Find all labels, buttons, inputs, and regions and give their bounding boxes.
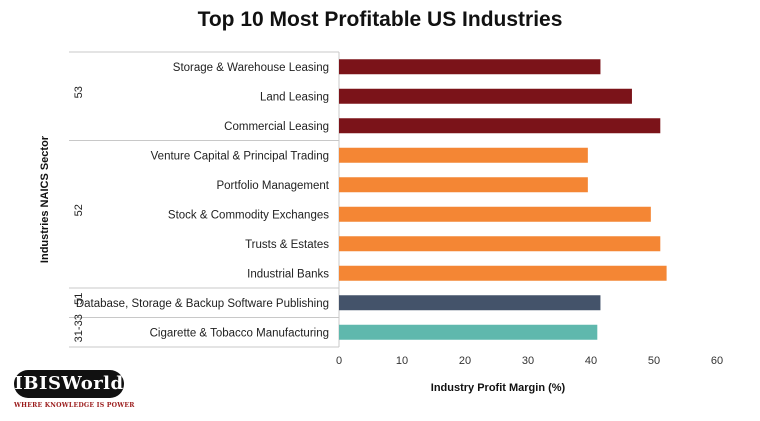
logo-wordmark: IBISWorld [14, 370, 124, 398]
group-label: 53 [73, 86, 85, 98]
y-axis-title: Industries NAICS Sector [39, 135, 51, 263]
category-label: Cigarette & Tobacco Manufacturing [150, 327, 329, 339]
bar [339, 59, 601, 75]
chart-title: Top 10 Most Profitable US Industries [197, 8, 563, 31]
bars [339, 59, 667, 340]
category-label: Trusts & Estates [245, 239, 329, 251]
category-labels: Storage & Warehouse Leasing Land Leasing C… [76, 62, 330, 340]
x-tick-label: 60 [711, 355, 723, 367]
category-label: Portfolio Management [216, 180, 329, 192]
bar [339, 236, 661, 252]
group-label: 51 [73, 293, 85, 305]
bar [339, 177, 588, 193]
x-tick-label: 40 [585, 355, 597, 367]
logo-tagline: WHERE KNOWLEDGE IS POWER [14, 402, 135, 409]
bar [339, 147, 588, 163]
bar [339, 118, 661, 134]
category-label: Stock & Commodity Exchanges [168, 209, 329, 221]
group-label: 31-33 [73, 314, 85, 342]
bar [339, 324, 598, 340]
x-tick-label: 0 [336, 355, 342, 367]
group-labels: 53 52 51 31-33 [69, 86, 339, 342]
bar [339, 295, 601, 311]
category-label: Storage & Warehouse Leasing [173, 62, 329, 74]
category-label: Commercial Leasing [224, 121, 329, 133]
bar [339, 88, 632, 104]
x-tick-label: 50 [648, 355, 660, 367]
x-axis-ticks: 0 10 20 30 40 50 60 [336, 355, 723, 367]
x-tick-label: 30 [522, 355, 534, 367]
x-tick-label: 10 [396, 355, 408, 367]
category-label: Database, Storage & Backup Software Publ… [76, 298, 329, 310]
category-label: Land Leasing [260, 91, 329, 103]
x-axis-title: Industry Profit Margin (%) [431, 382, 566, 394]
x-tick-label: 20 [459, 355, 471, 367]
category-label: Industrial Banks [247, 268, 329, 280]
bar [339, 265, 667, 281]
category-label: Venture Capital & Principal Trading [151, 150, 329, 162]
bar [339, 206, 651, 222]
group-label: 52 [73, 204, 85, 216]
ibisworld-logo: IBISWorld WHERE KNOWLEDGE IS POWER [14, 370, 135, 416]
